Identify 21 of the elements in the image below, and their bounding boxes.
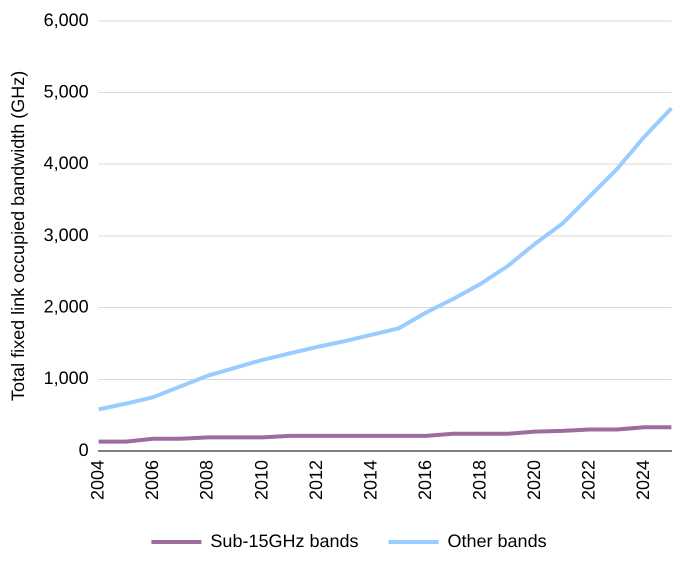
- x-tick-label: 2016: [414, 460, 435, 500]
- legend-label: Other bands: [448, 530, 547, 551]
- x-tick-label: 2018: [469, 460, 490, 500]
- y-tick-label: 5,000: [44, 81, 89, 102]
- y-tick-label: 0: [78, 440, 89, 460]
- x-tick-label: 2008: [196, 460, 217, 500]
- x-tick-label: 2014: [360, 460, 380, 500]
- legend-label: Sub-15GHz bands: [210, 530, 359, 551]
- y-axis-title: Total fixed link occupied bandwidth (GHz): [8, 70, 28, 401]
- x-tick-label: 2006: [142, 460, 162, 500]
- y-tick-label: 4,000: [44, 153, 89, 174]
- x-tick-label: 2022: [578, 460, 599, 500]
- x-tick-label: 2020: [524, 460, 544, 500]
- y-tick-label: 1,000: [44, 368, 89, 388]
- x-tick-label: 2004: [88, 460, 108, 500]
- y-tick-label: 6,000: [44, 10, 89, 30]
- x-tick-label: 2010: [251, 460, 272, 500]
- y-tick-label: 2,000: [44, 296, 89, 317]
- y-tick-label: 3,000: [44, 224, 89, 245]
- x-tick-label: 2024: [633, 460, 654, 500]
- x-tick-label: 2012: [306, 460, 326, 500]
